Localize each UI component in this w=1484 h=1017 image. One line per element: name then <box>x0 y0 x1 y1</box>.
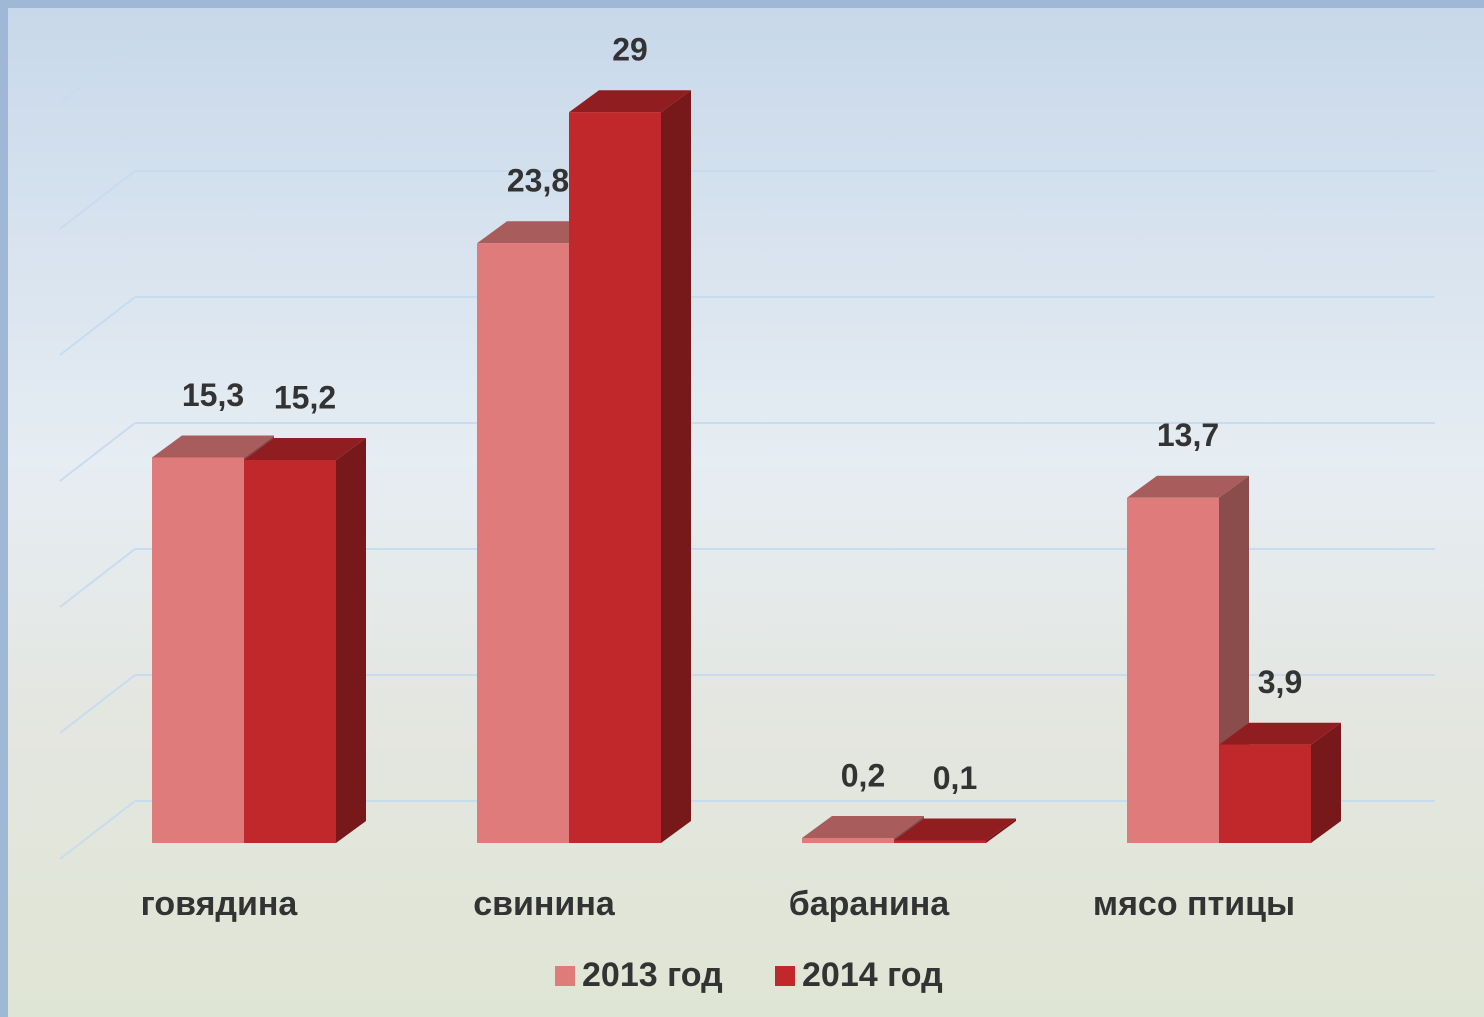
grid-line <box>59 44 136 104</box>
bar <box>1219 722 1341 843</box>
value-label: 0,1 <box>933 760 977 796</box>
bar-top <box>152 435 274 458</box>
bar-side <box>336 437 366 843</box>
bar-top <box>1127 475 1249 498</box>
bar-front <box>152 457 244 843</box>
value-label: 13,7 <box>1157 417 1219 453</box>
bar-front <box>1219 744 1311 843</box>
value-label: 15,2 <box>274 379 336 415</box>
bar-top <box>477 221 599 244</box>
legend-swatch <box>555 966 575 986</box>
value-label: 29 <box>612 32 648 68</box>
bar-side <box>661 90 691 843</box>
bar-side <box>1311 722 1341 843</box>
bar <box>894 818 1016 843</box>
grid-line <box>59 422 136 482</box>
bar-top <box>569 90 691 113</box>
bar-top <box>802 815 924 838</box>
x-tick-label: говядина <box>141 885 299 923</box>
bar-side <box>986 818 1016 843</box>
grid-line <box>59 548 136 608</box>
legend-label: 2013 год <box>582 956 723 994</box>
bar-top <box>1219 722 1341 745</box>
legend-swatch <box>775 966 795 986</box>
bar <box>1127 475 1249 843</box>
bar-front <box>802 837 894 843</box>
bar-front <box>244 459 336 843</box>
x-tick-label: свинина <box>473 885 616 923</box>
value-label: 3,9 <box>1258 664 1302 700</box>
grid-line <box>59 296 136 356</box>
legend-label: 2014 год <box>802 956 943 994</box>
grid-line <box>59 800 136 860</box>
x-tick-label: баранина <box>789 885 951 923</box>
bar <box>569 90 691 843</box>
value-label: 0,2 <box>841 757 885 793</box>
bar-front <box>569 112 661 843</box>
x-tick-label: мясо птицы <box>1093 885 1295 923</box>
value-label: 23,8 <box>507 163 569 199</box>
grid-line <box>59 674 136 734</box>
grid-line <box>59 170 136 230</box>
bar-top <box>244 437 366 460</box>
bar-front <box>477 243 569 844</box>
bar <box>244 437 366 843</box>
bar-front <box>894 840 986 843</box>
bar-front <box>1127 497 1219 843</box>
bar-top <box>894 818 1016 841</box>
value-label: 15,3 <box>182 377 244 413</box>
